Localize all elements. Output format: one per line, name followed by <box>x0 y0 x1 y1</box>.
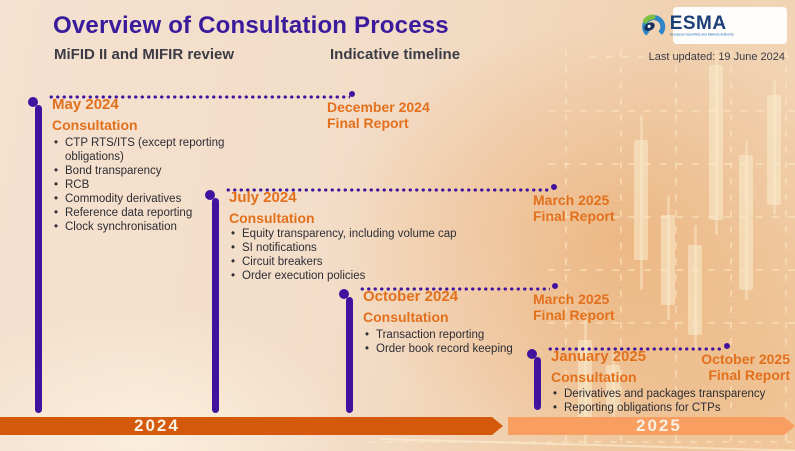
grid-line <box>548 216 795 218</box>
consultation-topic: Order execution policies <box>229 269 491 283</box>
consultation-topic: Clock synchronisation <box>52 220 229 234</box>
final-report-date: October 2025 <box>701 351 790 367</box>
timeline-vertical-line <box>212 198 219 413</box>
consultation-topic-list: Derivatives and packages transparency Re… <box>551 387 795 415</box>
final-report-text: Final Report <box>533 307 615 323</box>
grid-line <box>370 441 795 443</box>
grid-line <box>785 50 787 445</box>
timeline-dotted-connector <box>225 188 549 192</box>
year-bar-2024: 2024 <box>0 417 503 435</box>
milestone-phase-label: Consultation <box>229 210 315 226</box>
final-report-label: March 2025 Final Report <box>533 192 615 224</box>
timeline-dotted-connector <box>48 95 350 99</box>
timeline-vertical-line <box>346 297 353 413</box>
final-report-text: Final Report <box>327 115 409 131</box>
consultation-topic-list: CTP RTS/ITS (except reporting obligation… <box>52 136 229 234</box>
grid-line <box>620 50 622 445</box>
milestone-date-label: October 2024 <box>363 288 459 305</box>
timeline-vertical-line <box>35 105 42 413</box>
consultation-topic: Reporting obligations for CTPs <box>551 401 795 415</box>
timeline-dotted-connector <box>547 347 723 351</box>
grid-line <box>565 50 567 445</box>
consultation-topic: Commodity derivatives <box>52 192 229 206</box>
milestone-end-node <box>724 343 730 349</box>
milestone-phase-label: Consultation <box>551 369 637 385</box>
candlestick-body <box>767 95 781 205</box>
milestone-start-node <box>28 97 38 107</box>
consultation-topic: Order book record keeping <box>363 342 603 356</box>
final-report-label: December 2024 Final Report <box>327 99 430 131</box>
esma-logo: ESMA European Securities and Markets Aut… <box>641 7 787 44</box>
timeline-dotted-connector <box>359 287 550 291</box>
grid-line <box>548 110 795 112</box>
candlestick-body <box>688 245 702 335</box>
milestone-end-node <box>349 91 355 97</box>
consultation-topic: Derivatives and packages transparency <box>551 387 795 401</box>
year-bar-2025-label: 2025 <box>636 416 682 435</box>
consultation-topic-list: Equity transparency, including volume ca… <box>229 227 491 283</box>
milestone-phase-label: Consultation <box>363 309 449 325</box>
page-title: Overview of Consultation Process <box>53 12 449 39</box>
milestone-end-node <box>552 283 558 289</box>
candlestick-body <box>634 140 648 260</box>
grid-line <box>675 50 677 445</box>
final-report-date: December 2024 <box>327 99 430 115</box>
milestone-phase-label: Consultation <box>52 117 138 133</box>
grid-line <box>548 269 795 271</box>
final-report-date: March 2025 <box>533 192 610 208</box>
grid-line <box>730 50 732 445</box>
milestone-date-label: May 2024 <box>52 96 119 113</box>
esma-logo-icon <box>639 12 667 40</box>
candlestick-body <box>709 65 723 220</box>
consultation-topic: Reference data reporting <box>52 206 229 220</box>
milestone-end-node <box>551 184 557 190</box>
year-bar-2024-label: 2024 <box>134 416 180 435</box>
milestone-start-node <box>527 349 537 359</box>
consultation-topic: Bond transparency <box>52 164 229 178</box>
grid-line <box>548 163 795 165</box>
esma-logo-text: ESMA <box>669 12 727 34</box>
subtitle-timeline: Indicative timeline <box>330 46 461 63</box>
candlestick-body <box>739 155 753 290</box>
candlestick-body <box>661 215 675 305</box>
milestone-start-node <box>205 190 215 200</box>
consultation-topic: Equity transparency, including volume ca… <box>229 227 491 241</box>
grid-line <box>548 322 795 324</box>
consultation-topic-list: Transaction reporting Order book record … <box>363 328 603 356</box>
timeline-vertical-line <box>534 357 541 410</box>
final-report-text: Final Report <box>533 208 615 224</box>
subtitle-review: MiFID II and MIFIR review <box>54 46 235 63</box>
consultation-topic: CTP RTS/ITS (except reporting obligation… <box>52 136 229 164</box>
milestone-date-label: July 2024 <box>229 189 297 206</box>
consultation-topic: Circuit breakers <box>229 255 491 269</box>
final-report-text: Final Report <box>708 367 790 383</box>
milestone-date-label: January 2025 <box>551 348 647 365</box>
milestone-start-node <box>339 289 349 299</box>
esma-logo-caption: European Securities and Markets Authorit… <box>669 32 734 36</box>
year-bar-2025: 2025 <box>508 417 795 435</box>
grid-line <box>590 56 795 58</box>
final-report-date: March 2025 <box>533 291 610 307</box>
final-report-label: March 2025 Final Report <box>533 291 615 323</box>
last-updated-text: Last updated: 19 June 2024 <box>648 51 785 63</box>
consultation-topic: Transaction reporting <box>363 328 603 342</box>
consultation-topic: SI notifications <box>229 241 491 255</box>
final-report-label: October 2025 Final Report <box>694 351 790 383</box>
trend-line <box>379 438 795 451</box>
consultation-topic: RCB <box>52 178 229 192</box>
